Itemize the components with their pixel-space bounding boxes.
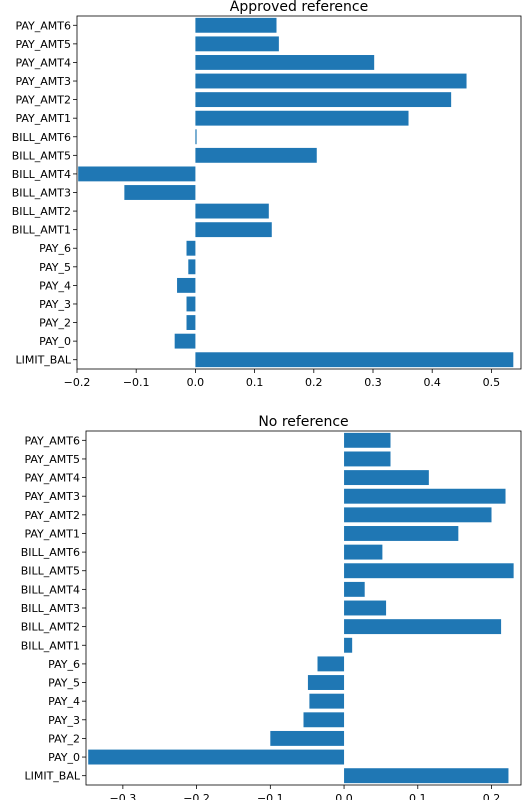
bar-limit-bal: [344, 768, 509, 784]
bar-pay-amt1: [195, 110, 409, 126]
y-tick-label: BILL_AMT6: [21, 546, 80, 559]
bar-pay-amt5: [344, 451, 391, 467]
chart-title: No reference: [258, 414, 348, 430]
axes-frame: [76, 15, 522, 370]
bar-pay-amt6: [344, 432, 391, 448]
chart-1: Approved reference LIMIT_BAL PAY_0 PAY_2 PAY…: [12, 0, 522, 389]
chart-title: Approved reference: [230, 0, 368, 15]
x-tick-label: −0.2: [183, 792, 210, 800]
bar-pay-3: [303, 712, 345, 728]
bar-pay-amt3: [344, 488, 506, 504]
y-tick-label: PAY_6: [39, 242, 71, 255]
y-tick-label: LIMIT_BAL: [24, 770, 80, 783]
bar-bill-amt4: [78, 166, 196, 182]
bar-pay-amt4: [195, 55, 375, 70]
y-tick-label: BILL_AMT3: [21, 602, 80, 615]
y-tick-label: PAY_AMT4: [24, 472, 80, 485]
y-tick-label: PAY_4: [48, 695, 80, 708]
y-tick-label: PAY_0: [48, 751, 80, 764]
bar-pay-amt5: [195, 36, 279, 52]
x-tick-label: 0.1: [409, 792, 427, 800]
bar-bill-amt3: [124, 185, 196, 200]
y-tick-label: PAY_2: [48, 732, 80, 745]
bar-pay-3: [186, 296, 196, 312]
bar-bill-amt2: [195, 203, 269, 219]
bar-bill-amt5: [195, 147, 317, 163]
y-tick-label: PAY_AMT5: [24, 453, 80, 466]
x-tick-label: 0.3: [364, 376, 382, 389]
x-tick-label: 0.0: [187, 376, 205, 389]
y-tick-label: PAY_AMT3: [24, 490, 80, 503]
bar-pay-0: [88, 749, 345, 765]
y-tick-label: PAY_AMT5: [15, 38, 71, 51]
bar-pay-amt2: [344, 507, 492, 523]
x-tick-label: −0.2: [64, 376, 91, 389]
y-tick-label: PAY_AMT6: [24, 434, 80, 447]
y-tick-label: PAY_2: [39, 317, 71, 330]
bar-pay-2: [270, 730, 345, 746]
bar-pay-5: [307, 675, 345, 690]
y-tick-label: BILL_AMT1: [21, 639, 80, 652]
y-tick-label: PAY_AMT1: [24, 527, 80, 540]
y-tick-label: PAY_AMT3: [15, 75, 71, 88]
bar-pay-4: [309, 693, 345, 709]
bar-bill-amt5: [344, 563, 514, 579]
bar-bill-amt6: [344, 544, 383, 560]
y-tick-label: PAY_AMT2: [24, 509, 80, 522]
bar-pay-0: [174, 333, 196, 349]
bar-bill-amt6: [195, 129, 197, 145]
y-tick-label: BILL_AMT4: [21, 583, 80, 596]
y-tick-label: PAY_5: [48, 677, 80, 690]
x-tick-label: 0.0: [335, 792, 353, 800]
x-tick-label: 0.5: [483, 376, 501, 389]
bar-pay-amt6: [195, 17, 277, 33]
bar-pay-amt2: [195, 92, 452, 108]
bar-pay-2: [186, 315, 196, 330]
y-tick-label: PAY_AMT2: [15, 94, 71, 107]
y-tick-label: BILL_AMT1: [12, 224, 71, 237]
y-tick-label: PAY_5: [39, 261, 71, 274]
y-tick-label: BILL_AMT5: [12, 149, 71, 162]
y-tick-label: BILL_AMT2: [21, 621, 80, 634]
y-tick-label: BILL_AMT2: [12, 205, 71, 218]
y-tick-label: PAY_3: [39, 298, 71, 311]
y-tick-label: PAY_AMT4: [15, 56, 71, 69]
y-tick-label: PAY_AMT1: [15, 112, 71, 125]
bar-pay-6: [186, 240, 196, 256]
y-tick-label: PAY_0: [39, 335, 71, 348]
x-tick-label: 0.1: [246, 376, 264, 389]
bar-pay-amt3: [195, 73, 467, 89]
y-tick-label: BILL_AMT5: [21, 565, 80, 578]
y-tick-label: PAY_3: [48, 714, 80, 727]
axes-frame: [85, 430, 522, 786]
bar-bill-amt1: [344, 637, 353, 653]
bar-bill-amt2: [344, 619, 502, 635]
bar-bill-amt1: [195, 222, 272, 238]
bar-pay-6: [317, 656, 345, 672]
bar-bill-amt3: [344, 600, 387, 616]
bar-pay-amt4: [344, 470, 429, 486]
bar-pay-5: [188, 259, 196, 275]
bar-pay-amt1: [344, 526, 459, 541]
x-tick-label: 0.4: [423, 376, 441, 389]
x-tick-label: 0.2: [483, 792, 501, 800]
chart-2: No reference LIMIT_BAL PAY_0 PAY_2 PAY_3 PAY_…: [21, 414, 522, 800]
y-tick-label: PAY_4: [39, 279, 71, 292]
x-tick-label: −0.3: [110, 792, 137, 800]
bar-pay-4: [177, 277, 196, 293]
x-tick-label: 0.2: [305, 376, 323, 389]
y-tick-label: BILL_AMT3: [12, 187, 71, 200]
y-tick-label: LIMIT_BAL: [15, 354, 71, 367]
bar-bill-amt4: [344, 581, 365, 597]
y-tick-label: PAY_AMT6: [15, 19, 71, 32]
bar-limit-bal: [195, 352, 514, 368]
x-tick-label: −0.1: [123, 376, 150, 389]
y-tick-label: BILL_AMT6: [12, 131, 71, 144]
x-tick-label: −0.1: [257, 792, 284, 800]
y-tick-label: BILL_AMT4: [12, 168, 71, 181]
y-tick-label: PAY_6: [48, 658, 80, 671]
